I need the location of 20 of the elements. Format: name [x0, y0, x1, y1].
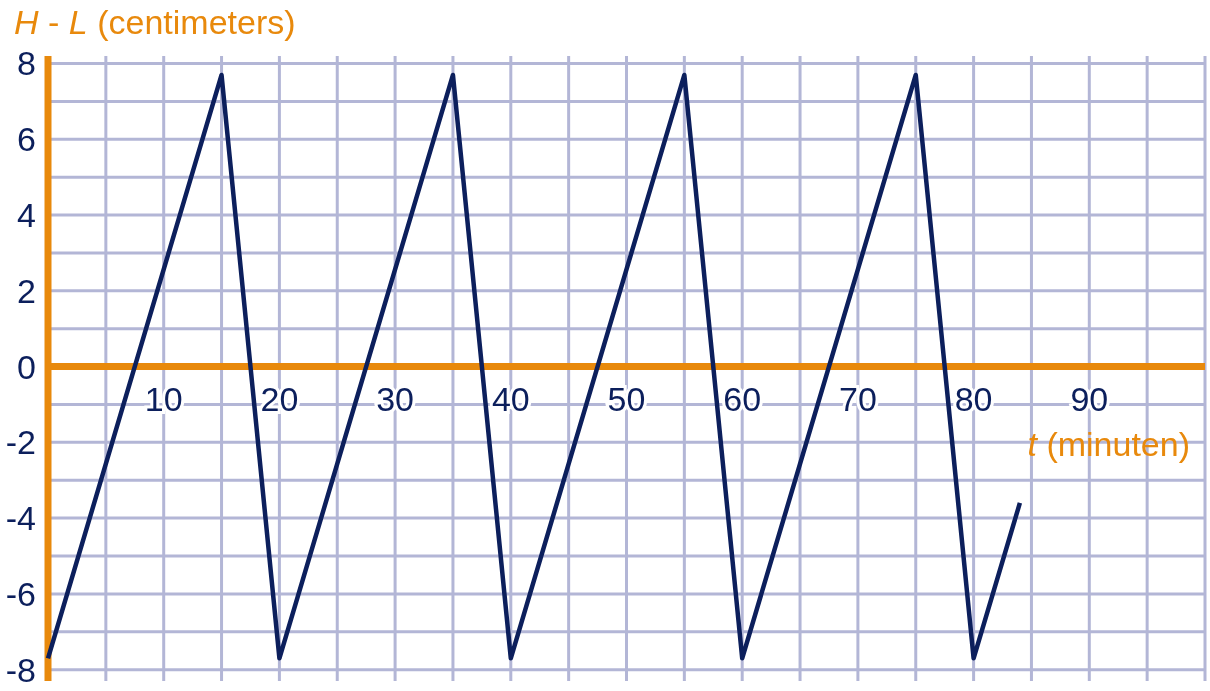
- y-tick-label: -4: [5, 499, 36, 538]
- x-tick-label: 60: [723, 379, 762, 418]
- x-axis-title: t (minuten): [1027, 425, 1190, 463]
- x-tick-label: 20: [260, 379, 299, 418]
- y-tick-label: -6: [5, 574, 36, 613]
- x-tick-label: 70: [838, 379, 877, 418]
- y-tick-label: 2: [17, 271, 36, 310]
- x-tick-label: 30: [376, 379, 415, 418]
- y-tick-label: 0: [17, 347, 36, 386]
- y-tick-label: -8: [5, 650, 36, 689]
- x-tick-label: 80: [954, 379, 993, 418]
- y-axis-title: H - L (centimeters): [14, 3, 296, 41]
- x-tick-label: 90: [1070, 379, 1109, 418]
- y-tick-label: -2: [5, 423, 36, 462]
- x-tick-label: 40: [491, 379, 530, 418]
- x-tick-label: 10: [144, 379, 183, 418]
- y-tick-label: 4: [17, 195, 36, 234]
- x-tick-label: 50: [607, 379, 646, 418]
- y-tick-label: 6: [17, 120, 36, 159]
- y-tick-label: 8: [17, 44, 36, 83]
